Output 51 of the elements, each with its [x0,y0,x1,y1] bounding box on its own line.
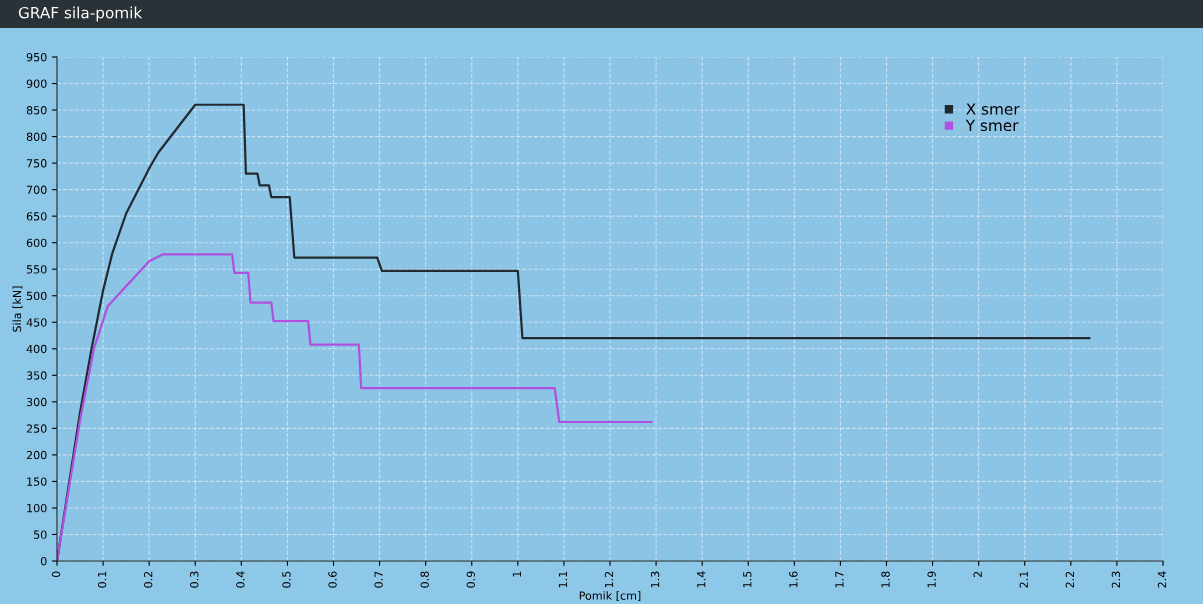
legend-label: X smer [966,103,1020,115]
y-tick-label: 700 [26,185,47,195]
x-tick-label: 1 [512,571,521,577]
y-tick-label: 500 [26,291,47,301]
x-tick-label: 0.5 [282,571,291,588]
y-tick-label: 750 [26,159,47,168]
y-tick-label: 600 [26,238,47,248]
x-tick-label: 1.1 [558,571,567,588]
x-tick-label: 1.8 [881,571,890,588]
line-series [57,253,653,561]
x-tick-label: 2.2 [1065,571,1074,588]
x-tick-label: 1.7 [835,571,844,588]
x-tick-label: 0 [51,571,61,578]
y-tick-label: 100 [27,503,47,513]
y-tick-label: 950 [26,52,47,62]
y-tick-label: 0 [40,556,47,566]
y-tick-label: 150 [27,477,47,486]
x-tick-label: 1.3 [650,571,660,588]
chart-title: GRAF sila-pomik [18,6,143,22]
x-tick-label: 1.4 [697,571,706,588]
y-axis-title: Sila [kN] [12,286,23,332]
x-tick-label: 0.1 [97,571,107,588]
y-tick-label: 50 [34,530,47,539]
x-tick-label: 1.9 [927,571,936,588]
x-tick-label: 1.5 [743,571,752,588]
y-tick-label: 850 [26,106,47,115]
x-tick-label: 1.2 [604,571,614,588]
y-tick-label: 550 [26,265,47,274]
y-tick-label: 900 [26,79,47,88]
x-tick-label: 1.6 [789,571,798,588]
x-tick-label: 0.8 [420,571,429,588]
y-tick-label: 250 [26,424,47,433]
y-tick-label: 300 [26,397,47,407]
y-tick-label: 650 [26,212,47,221]
x-tick-label: 2.4 [1157,571,1167,588]
x-tick-label: 0.4 [236,571,245,588]
x-tick-label: 0.7 [374,571,383,588]
y-tick-label: 450 [26,318,47,327]
legend-label: Y smer [965,119,1019,132]
x-tick-label: 0.6 [328,571,337,588]
y-tick-label: 800 [26,132,47,141]
x-axis-title: Pomik [cm] [579,591,641,602]
x-tick-label: 2 [973,571,982,577]
x-tick-label: 0.3 [190,571,199,588]
y-tick-label: 200 [26,450,47,460]
x-tick-label: 0.2 [143,571,153,588]
y-tick-label: 400 [26,344,47,354]
x-tick-label: 0.9 [466,571,475,588]
y-tick-label: 350 [26,371,47,380]
x-tick-label: 2.1 [1019,571,1028,588]
x-tick-label: 2.3 [1111,571,1121,588]
